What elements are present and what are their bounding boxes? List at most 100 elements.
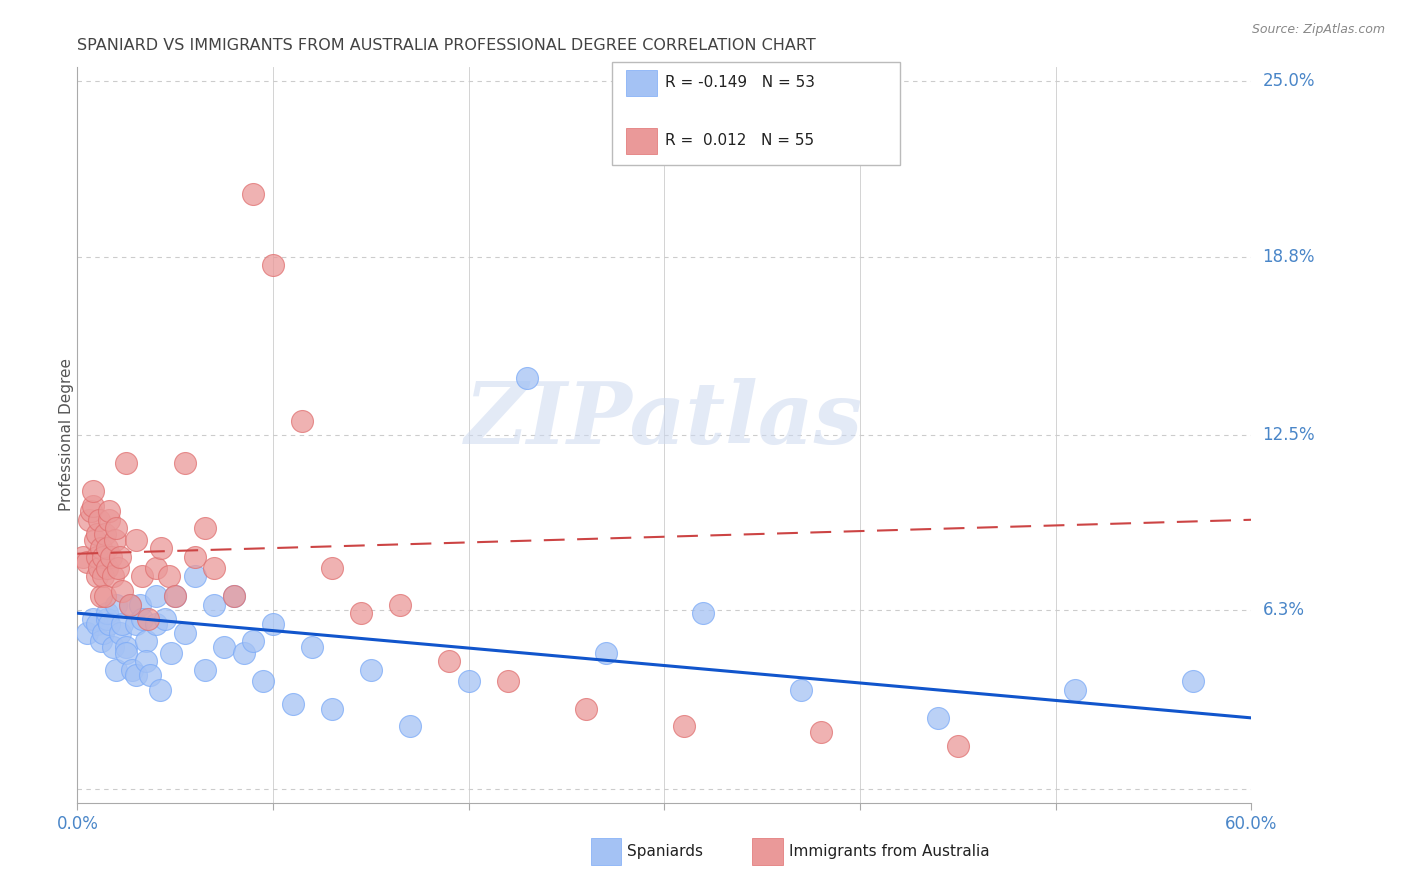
Point [160, 646, 183, 660]
Point [86, 569, 108, 583]
Point [105, 598, 128, 612]
Point [790, 682, 813, 697]
Point [202, 598, 225, 612]
Point [135, 654, 157, 668]
Point [86, 549, 108, 564]
Point [136, 612, 159, 626]
Point [212, 640, 235, 654]
Text: 12.5%: 12.5% [1263, 425, 1315, 444]
Point [183, 549, 207, 564]
Point [115, 646, 138, 660]
Point [350, 606, 373, 620]
Point [111, 617, 134, 632]
Point [76, 555, 98, 569]
Point [97, 617, 120, 632]
Point [222, 589, 245, 603]
Y-axis label: Professional Degree: Professional Degree [59, 359, 73, 511]
Point [174, 626, 197, 640]
Text: Immigrants from Australia: Immigrants from Australia [789, 845, 990, 859]
Point [90, 634, 112, 648]
Point [595, 646, 617, 660]
Point [93, 589, 115, 603]
Point [150, 541, 173, 555]
Point [360, 663, 382, 677]
Text: 25.0%: 25.0% [1263, 72, 1315, 90]
Point [157, 569, 180, 583]
Point [101, 569, 124, 583]
Point [457, 674, 479, 689]
Point [91, 626, 114, 640]
Point [110, 549, 132, 564]
Point [101, 640, 124, 654]
Text: 6.3%: 6.3% [1263, 601, 1305, 619]
Point [1181, 674, 1204, 689]
Point [155, 612, 177, 626]
Point [121, 663, 143, 677]
Point [125, 668, 148, 682]
Text: R = -0.149   N = 53: R = -0.149 N = 53 [665, 76, 815, 90]
Point [97, 513, 120, 527]
Point [165, 589, 187, 603]
Point [148, 682, 170, 697]
Point [120, 598, 142, 612]
Point [145, 561, 167, 575]
Point [129, 598, 152, 612]
Point [91, 569, 114, 583]
Point [82, 499, 104, 513]
Text: SPANIARD VS IMMIGRANTS FROM AUSTRALIA PROFESSIONAL DEGREE CORRELATION CHART: SPANIARD VS IMMIGRANTS FROM AUSTRALIA PR… [77, 38, 815, 54]
Text: Source: ZipAtlas.com: Source: ZipAtlas.com [1251, 23, 1385, 37]
Point [91, 549, 114, 564]
Point [222, 589, 245, 603]
Point [321, 561, 343, 575]
Point [125, 533, 148, 547]
Point [810, 725, 832, 739]
Point [100, 549, 122, 564]
Point [82, 612, 104, 626]
Point [76, 626, 98, 640]
Point [135, 634, 157, 648]
Point [301, 640, 323, 654]
Text: Spaniards: Spaniards [627, 845, 703, 859]
Point [107, 561, 129, 575]
Point [232, 646, 254, 660]
Point [174, 456, 197, 470]
Point [97, 504, 120, 518]
Point [946, 739, 969, 754]
Point [105, 521, 128, 535]
Point [90, 541, 112, 555]
Point [80, 504, 103, 518]
Point [96, 541, 118, 555]
Point [86, 527, 108, 541]
Point [575, 702, 598, 716]
Point [1064, 682, 1087, 697]
Point [131, 569, 153, 583]
Text: 18.8%: 18.8% [1263, 248, 1315, 266]
Point [120, 598, 142, 612]
Point [145, 617, 167, 632]
Point [103, 533, 125, 547]
Point [183, 569, 207, 583]
Point [437, 654, 460, 668]
Point [84, 533, 107, 547]
Point [252, 674, 274, 689]
Text: R =  0.012   N = 55: R = 0.012 N = 55 [665, 134, 814, 148]
Point [145, 589, 167, 603]
Point [111, 583, 134, 598]
Point [321, 702, 343, 716]
Point [115, 456, 138, 470]
Point [131, 612, 153, 626]
Point [291, 414, 314, 428]
Point [242, 187, 264, 202]
Point [202, 561, 225, 575]
Point [165, 589, 187, 603]
Point [262, 258, 284, 272]
Point [399, 719, 422, 733]
Point [125, 617, 148, 632]
Point [90, 589, 112, 603]
Point [262, 617, 284, 632]
Point [692, 606, 714, 620]
Point [87, 561, 110, 575]
Point [281, 697, 304, 711]
Point [86, 617, 108, 632]
Point [242, 634, 264, 648]
